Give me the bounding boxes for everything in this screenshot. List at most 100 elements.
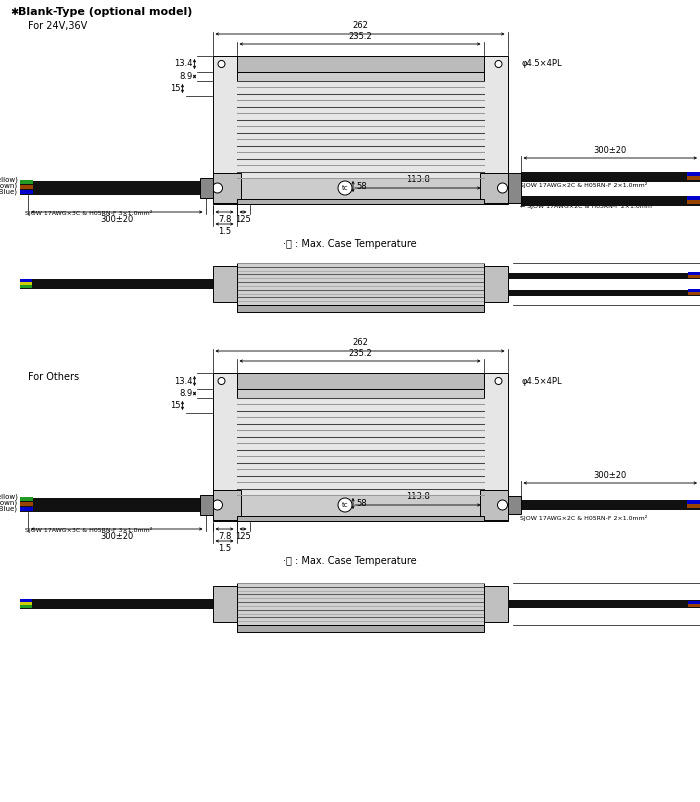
Text: Blank-Type (optional model): Blank-Type (optional model) [18, 7, 192, 17]
Text: AC/L(Brown): AC/L(Brown) [0, 500, 18, 506]
Text: FG⊕(Green/Yellow): FG⊕(Green/Yellow) [0, 494, 18, 500]
Bar [20, 599, 213, 609]
Text: FG⊕(Green/Yellow): FG⊕(Green/Yellow) [0, 176, 18, 183]
Bar [484, 266, 508, 302]
Bar [480, 173, 508, 203]
Bar [237, 516, 484, 521]
Circle shape [495, 60, 502, 67]
Bar [237, 583, 484, 625]
Text: ← SJOW 17AWG×2C & H05RN-F 2×1.0mm²: ← SJOW 17AWG×2C & H05RN-F 2×1.0mm² [521, 203, 655, 209]
Bar [508, 273, 700, 279]
Text: 13.4: 13.4 [174, 59, 193, 68]
Text: 125: 125 [235, 215, 251, 224]
Text: 262: 262 [352, 338, 368, 347]
Bar [20, 285, 32, 288]
Text: ✱: ✱ [10, 7, 18, 17]
Bar [237, 625, 484, 632]
Circle shape [338, 181, 352, 195]
Bar [237, 389, 484, 398]
Bar [521, 196, 700, 206]
Text: AC/N(Blue): AC/N(Blue) [0, 188, 18, 195]
Text: ·Ⓣ : Max. Case Temperature: ·Ⓣ : Max. Case Temperature [284, 239, 416, 249]
Text: 300±20: 300±20 [100, 532, 134, 541]
Bar [237, 72, 484, 81]
Bar [213, 56, 508, 204]
Text: 125: 125 [235, 532, 251, 541]
Bar [688, 292, 700, 295]
Bar [687, 176, 700, 180]
Text: SJOW 17AWG×2C & H05RN-F 2×1.0mm²: SJOW 17AWG×2C & H05RN-F 2×1.0mm² [521, 515, 648, 521]
Bar [20, 279, 213, 289]
Circle shape [218, 378, 225, 384]
Bar [688, 275, 700, 278]
Bar [20, 599, 32, 602]
Bar [20, 185, 33, 189]
Bar [20, 190, 33, 194]
Text: 13.4: 13.4 [174, 376, 193, 386]
Text: 8.9: 8.9 [179, 389, 193, 398]
Text: 7.8: 7.8 [218, 215, 231, 224]
Text: For 24V,36V: For 24V,36V [28, 21, 88, 31]
Text: SJOW 17AWG×2C & H05RN-F 2×1.0mm²: SJOW 17AWG×2C & H05RN-F 2×1.0mm² [521, 182, 648, 188]
Text: φ4.5×4PL: φ4.5×4PL [522, 376, 562, 386]
Text: tc: tc [342, 502, 349, 508]
Text: 58: 58 [356, 182, 367, 191]
Text: 113.8: 113.8 [406, 492, 430, 501]
Bar [687, 196, 700, 200]
Bar [213, 490, 241, 520]
Bar [484, 586, 508, 622]
Text: 15: 15 [170, 84, 181, 93]
Bar [213, 266, 237, 302]
Bar [20, 497, 33, 501]
Bar [199, 495, 213, 515]
Bar [508, 290, 700, 296]
Bar [687, 200, 700, 204]
Text: 235.2: 235.2 [348, 32, 372, 41]
Text: 113.8: 113.8 [406, 175, 430, 184]
Bar [521, 500, 700, 510]
Text: AC/L(Brown): AC/L(Brown) [0, 183, 18, 189]
Bar [20, 502, 33, 506]
Bar [688, 289, 700, 292]
Bar [237, 263, 484, 305]
Bar [688, 604, 700, 607]
Circle shape [213, 500, 223, 510]
Bar [20, 498, 213, 512]
Text: 300±20: 300±20 [100, 215, 134, 224]
Bar [687, 500, 700, 504]
Text: 1.5: 1.5 [218, 544, 231, 553]
Bar [237, 56, 484, 72]
Bar [20, 282, 32, 285]
Text: 235.2: 235.2 [348, 349, 372, 358]
Bar [687, 172, 700, 176]
Bar [521, 172, 700, 182]
Bar [237, 373, 484, 389]
Text: φ4.5×4PL: φ4.5×4PL [522, 59, 562, 68]
Bar [199, 178, 213, 198]
Bar [480, 490, 508, 520]
Circle shape [213, 183, 223, 193]
Text: For Others: For Others [28, 372, 79, 382]
Bar [237, 178, 484, 204]
Bar [237, 199, 484, 204]
Text: 262: 262 [352, 21, 368, 30]
Text: 300±20: 300±20 [594, 146, 627, 155]
Circle shape [495, 378, 502, 384]
Bar [237, 495, 484, 521]
Text: SJOW 17AWG×3C & H05RN-F 3×1.0mm²: SJOW 17AWG×3C & H05RN-F 3×1.0mm² [25, 527, 153, 533]
Bar [20, 602, 32, 605]
Text: 58: 58 [356, 499, 367, 508]
Text: 15: 15 [170, 401, 181, 410]
Bar [687, 504, 700, 508]
Bar [213, 173, 241, 203]
Bar [688, 601, 700, 604]
Circle shape [338, 498, 352, 512]
Bar [213, 373, 508, 521]
Bar [237, 305, 484, 312]
Bar [213, 586, 237, 622]
Text: ·Ⓣ : Max. Case Temperature: ·Ⓣ : Max. Case Temperature [284, 556, 416, 566]
Bar [688, 272, 700, 275]
Bar [20, 181, 213, 195]
Text: AC/N(Blue): AC/N(Blue) [0, 506, 18, 512]
Bar [508, 173, 521, 203]
